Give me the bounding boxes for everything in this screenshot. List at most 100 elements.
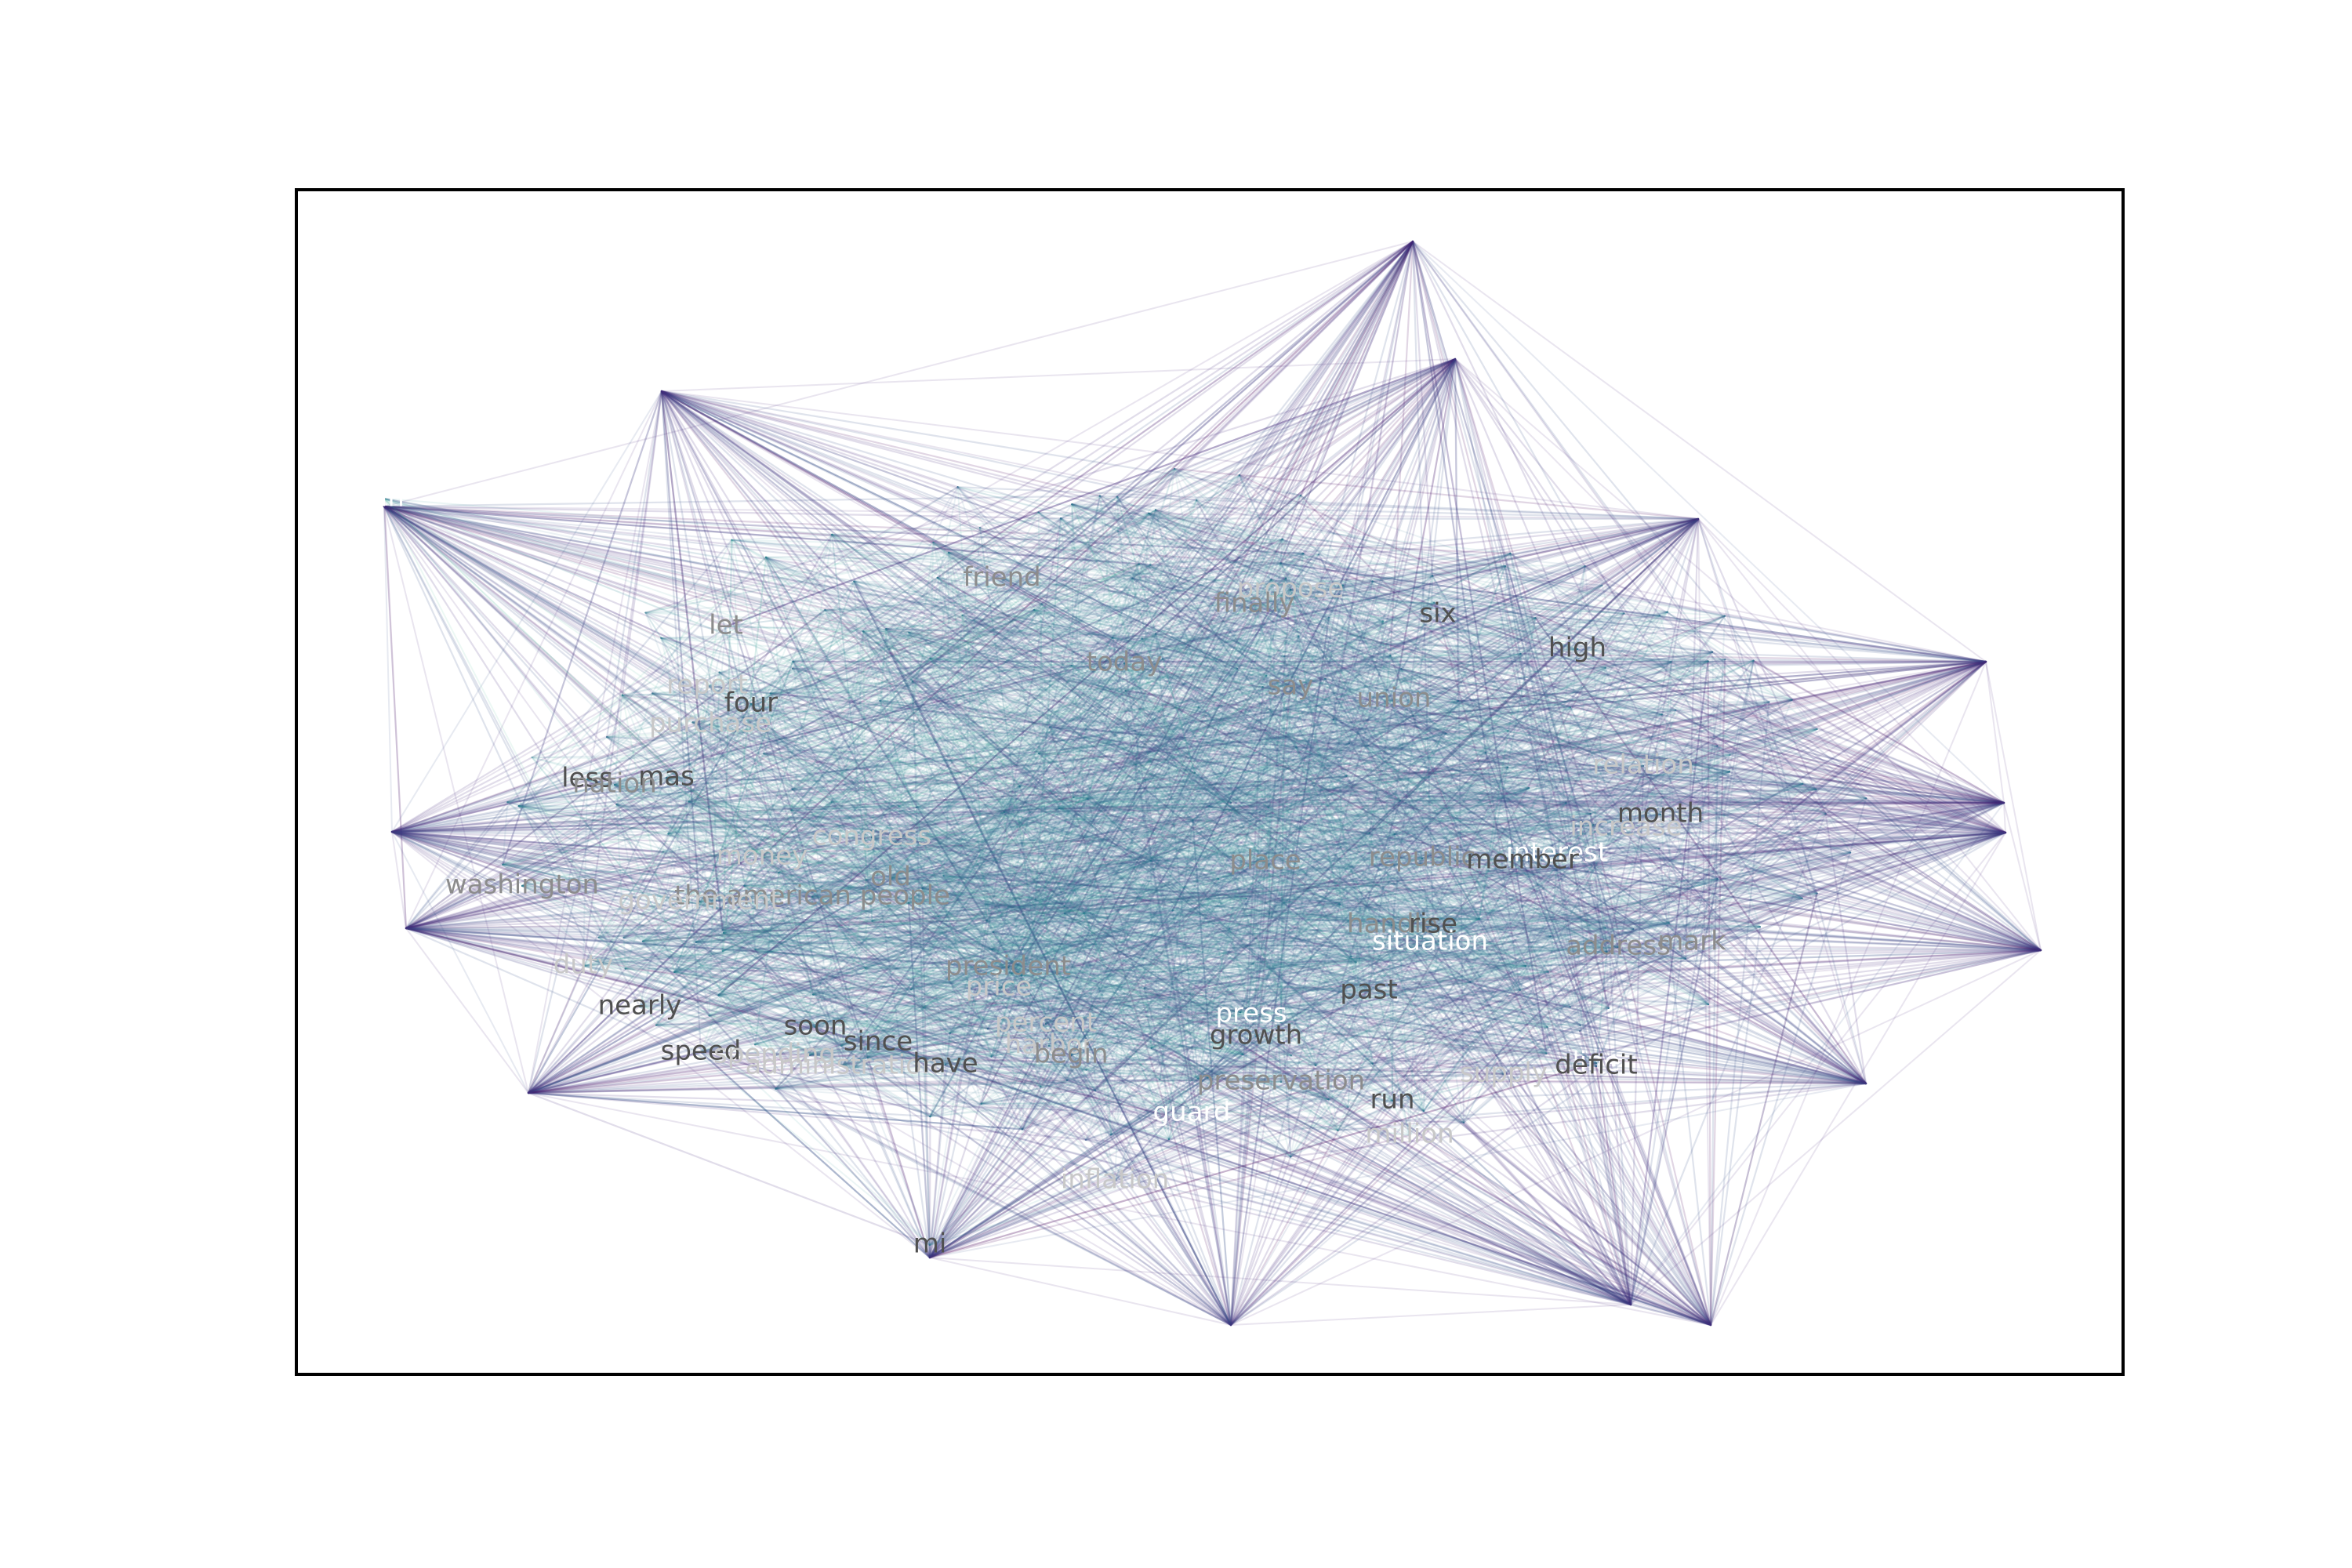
- edge: [1371, 1044, 1469, 1065]
- edge-hub-12: [1144, 779, 1232, 1327]
- edge-hub-13: [699, 1051, 931, 1259]
- edge-hub-hub: [383, 506, 407, 929]
- plot-frame: ain friend propose finally six let high today re…: [295, 188, 2125, 1376]
- edge-hub-7: [641, 831, 2007, 942]
- edge: [754, 635, 1300, 951]
- edge-hub-11: [1298, 635, 1632, 1306]
- edge: [937, 575, 1434, 917]
- edge-hub-3: [1131, 358, 1457, 579]
- edge-hub-10: [717, 994, 1712, 1327]
- edge-hub-7: [1197, 831, 2007, 1080]
- edge-hub-13: [660, 637, 931, 1259]
- edge: [936, 576, 1300, 637]
- edge-hub-9: [1469, 981, 1867, 1085]
- edge-hub-7: [911, 680, 2007, 834]
- edge-hub-1: [660, 390, 1447, 735]
- edge-hub-6: [1399, 800, 2005, 804]
- edge-hub-4: [1431, 517, 1700, 577]
- edge-hub-4: [1345, 517, 1700, 777]
- edge: [1060, 517, 1548, 1054]
- edge: [1045, 787, 1530, 1025]
- edge: [864, 967, 993, 1058]
- edge-hub-5: [1391, 660, 1987, 1102]
- edge-hub-2: [622, 240, 1414, 939]
- edge-hub-hub: [1985, 661, 2005, 804]
- edge: [1207, 552, 1512, 1079]
- edge-hub-1: [660, 390, 1432, 944]
- edge: [1347, 765, 1644, 1109]
- edge: [908, 631, 1396, 835]
- edge-hub-10: [1707, 660, 1712, 1327]
- edge: [1064, 742, 1350, 914]
- edge: [1034, 898, 1393, 1102]
- edge-hub-1: [660, 390, 1537, 619]
- edge-hub-0: [383, 505, 753, 706]
- edge-hub-16: [390, 830, 892, 880]
- edge-hub-3: [1454, 358, 1661, 617]
- edge-hub-11: [1579, 1024, 1632, 1306]
- edge-hub-9: [1143, 987, 1867, 1085]
- edge-hub-2: [1411, 240, 1548, 1054]
- edge-hub-4: [990, 517, 1700, 1058]
- edge-hub-4: [1131, 517, 1700, 579]
- edge: [890, 541, 935, 880]
- edge: [936, 576, 1339, 1131]
- edge-hub-10: [956, 486, 1712, 1327]
- edge-hub-10: [877, 1041, 1712, 1327]
- edge-hub-16: [390, 830, 594, 961]
- edge-hub-0: [383, 505, 1567, 804]
- edge: [660, 637, 1013, 975]
- edge-hub-0: [383, 505, 1709, 662]
- edge-hub-11: [1428, 941, 1632, 1306]
- edge-hub-14: [527, 1073, 1505, 1094]
- edge-hub-6: [1289, 588, 2005, 804]
- edge-hub-1: [660, 390, 939, 918]
- edge-hub-5: [1412, 660, 1987, 717]
- edge: [929, 657, 1581, 1033]
- edge-hub-8: [764, 556, 2042, 952]
- edge-hub-0: [383, 505, 913, 991]
- edge-hub-10: [792, 660, 1712, 1327]
- edge: [1238, 474, 1852, 854]
- edge: [1290, 659, 1726, 1057]
- edge-hub-13: [928, 1063, 947, 1259]
- edge: [662, 811, 1005, 853]
- edge-hub-1: [621, 390, 663, 696]
- edge-hub-5: [871, 660, 1987, 922]
- edge: [831, 533, 1238, 670]
- edge-hub-4: [1285, 517, 1700, 711]
- edge-hub-11: [840, 1065, 1632, 1306]
- edge: [1668, 797, 1867, 924]
- edge-hub-7: [582, 831, 2007, 967]
- edge-hub-0: [383, 495, 1102, 508]
- edge-hub-3: [1345, 358, 1457, 777]
- edge-hub-3: [1454, 358, 1586, 568]
- node-label: supply: [1460, 1058, 1548, 1089]
- edge-hub-9: [1433, 601, 1867, 1085]
- edge-hub-13: [928, 1077, 1200, 1259]
- edge-hub-hub: [391, 831, 529, 1094]
- edge-hub-2: [980, 240, 1414, 1105]
- edge-hub-3: [1391, 358, 1457, 927]
- edge-hub-13: [928, 662, 1126, 1259]
- edge-hub-10: [1159, 1078, 1712, 1327]
- edge: [1350, 565, 1506, 958]
- edge-hub-7: [597, 831, 2007, 938]
- edge-hub-4: [1174, 467, 1700, 521]
- edge-hub-14: [527, 1091, 1292, 1158]
- edge-hub-9: [1197, 1077, 1867, 1085]
- edge-hub-8: [1816, 892, 2042, 952]
- edge: [1267, 807, 1526, 967]
- edge-hub-1: [660, 390, 869, 1058]
- edge: [871, 601, 1436, 838]
- node-label: finally: [1214, 588, 1295, 619]
- edge-hub-8: [870, 836, 2042, 952]
- edge-hub-hub: [1230, 518, 1699, 1326]
- edge-hub-12: [662, 851, 1232, 1327]
- edge: [1302, 553, 1549, 973]
- edge-hub-11: [890, 878, 1632, 1306]
- edge: [761, 856, 1393, 926]
- edge-hub-1: [660, 390, 1635, 931]
- edge: [1324, 677, 1401, 802]
- edge-hub-hub: [1230, 1304, 1632, 1326]
